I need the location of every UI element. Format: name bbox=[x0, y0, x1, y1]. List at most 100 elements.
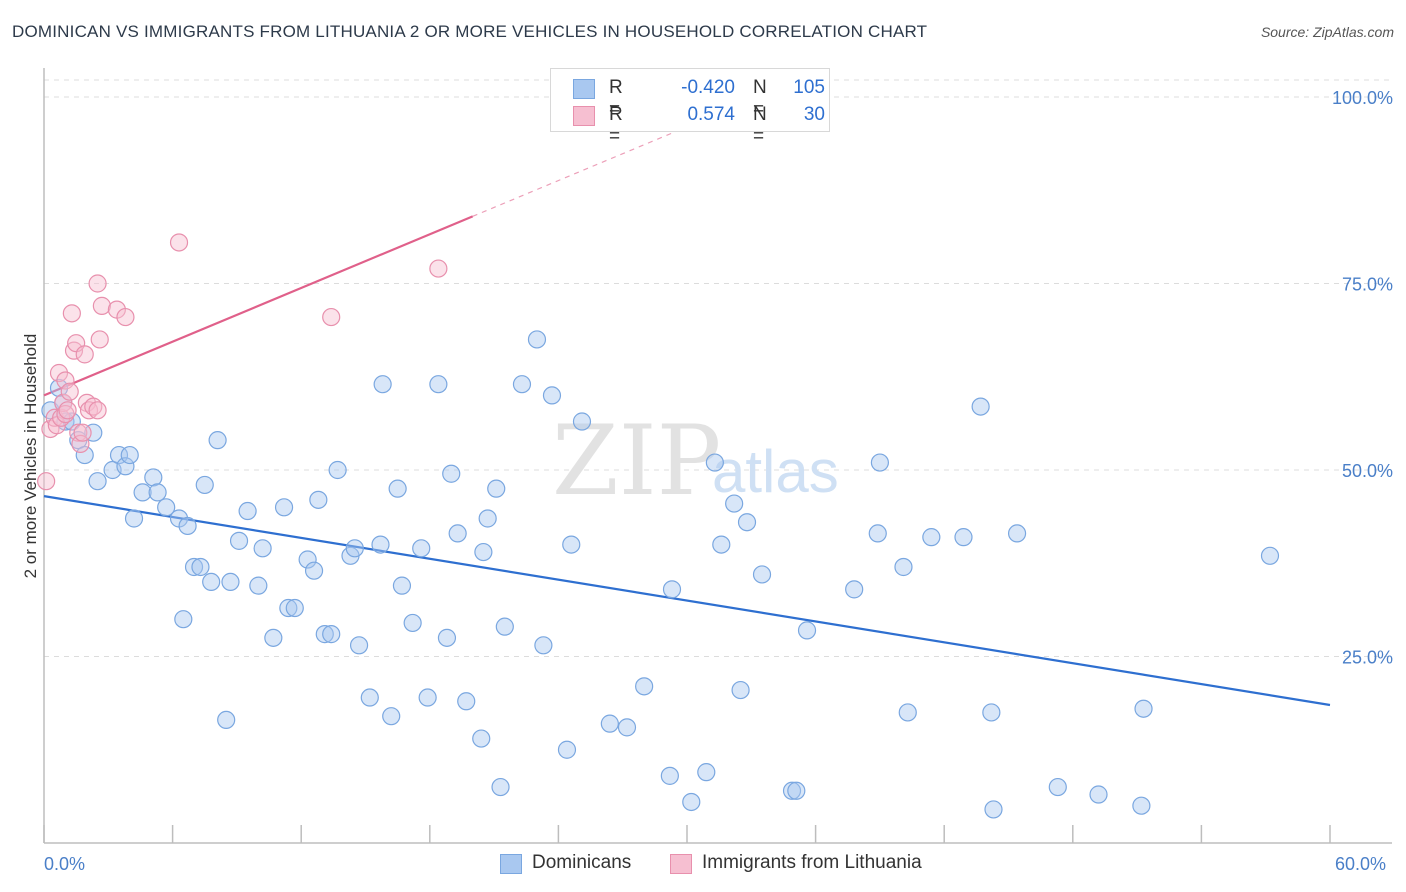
point-dominicans bbox=[418, 688, 437, 707]
point-lithuania bbox=[322, 307, 341, 327]
point-dominicans bbox=[495, 617, 514, 636]
point-dominicans bbox=[392, 576, 412, 595]
point-dominicans bbox=[382, 707, 401, 726]
point-dominicans bbox=[971, 397, 990, 416]
point-dominicans bbox=[725, 494, 744, 513]
point-dominicans bbox=[1048, 777, 1067, 797]
y-tick-label: 75.0% bbox=[1342, 275, 1393, 295]
point-dominicans bbox=[88, 472, 107, 491]
point-dominicans bbox=[474, 542, 493, 562]
point-dominicans bbox=[116, 457, 135, 476]
point-dominicans bbox=[1134, 699, 1153, 718]
point-dominicans bbox=[1260, 546, 1280, 565]
point-dominicans bbox=[542, 386, 562, 405]
trend-lines bbox=[43, 126, 1331, 707]
point-dominicans bbox=[304, 561, 324, 580]
point-dominicans bbox=[922, 528, 941, 547]
point-dominicans bbox=[472, 729, 491, 748]
point-lithuania bbox=[90, 330, 109, 349]
point-dominicans bbox=[264, 628, 283, 647]
point-dominicans bbox=[75, 445, 94, 465]
point-dominicans bbox=[403, 613, 422, 633]
point-dominicans bbox=[249, 576, 268, 595]
point-dominicans bbox=[202, 572, 221, 592]
point-dominicans bbox=[894, 557, 913, 577]
point-dominicans bbox=[448, 524, 467, 543]
point-lithuania bbox=[60, 382, 79, 401]
series-legend: Dominicans Immigrants from Lithuania bbox=[0, 852, 1406, 878]
legend-r-value: -0.420 bbox=[681, 77, 735, 98]
y-axis-label: 2 or more Vehicles in Household bbox=[21, 334, 40, 579]
point-dominicans bbox=[527, 330, 547, 349]
data-points bbox=[37, 233, 1280, 819]
point-lithuania bbox=[69, 423, 88, 442]
point-dominicans bbox=[1007, 524, 1027, 543]
point-dominicans bbox=[662, 580, 682, 599]
point-dominicans bbox=[712, 535, 731, 554]
point-dominicans bbox=[737, 513, 757, 532]
legend-label-lithuania: Immigrants from Lithuania bbox=[702, 852, 922, 873]
point-dominicans bbox=[208, 431, 227, 450]
point-dominicans bbox=[298, 550, 317, 569]
point-dominicans bbox=[429, 375, 448, 394]
point-dominicans bbox=[328, 460, 347, 480]
point-dominicans bbox=[221, 572, 240, 592]
legend-swatch-lithuania bbox=[573, 106, 595, 126]
legend-swatch-dominicans bbox=[573, 79, 595, 99]
legend-swatch-lithuania bbox=[670, 854, 692, 874]
point-dominicans bbox=[682, 792, 701, 812]
point-lithuania bbox=[71, 434, 90, 453]
point-dominicans bbox=[274, 498, 294, 517]
legend-n-value: 105 bbox=[793, 77, 825, 98]
point-dominicans bbox=[782, 781, 802, 800]
point-dominicans bbox=[195, 475, 214, 495]
y-tick-labels: 25.0% 50.0% 75.0% 100.0% bbox=[1332, 88, 1393, 668]
point-dominicans bbox=[285, 598, 304, 618]
chart-source: Source: ZipAtlas.com bbox=[1260, 24, 1394, 40]
trend-line bbox=[43, 495, 1331, 707]
point-dominicans bbox=[982, 703, 1001, 722]
point-dominicans bbox=[124, 509, 144, 528]
point-lithuania bbox=[429, 259, 448, 278]
x-tick-label-max: 60.0% bbox=[1335, 854, 1386, 874]
point-dominicans bbox=[62, 412, 81, 431]
point-dominicans bbox=[253, 539, 272, 558]
point-dominicans bbox=[133, 483, 152, 502]
x-tick-label-min: 0.0% bbox=[44, 854, 85, 874]
point-dominicans bbox=[412, 539, 431, 558]
point-dominicans bbox=[437, 628, 457, 647]
point-dominicans bbox=[797, 621, 817, 640]
axes bbox=[43, 68, 1392, 844]
point-dominicans bbox=[1089, 785, 1108, 804]
point-lithuania bbox=[88, 401, 107, 420]
point-dominicans bbox=[617, 718, 637, 737]
point-dominicans bbox=[279, 598, 298, 618]
point-dominicans bbox=[534, 636, 553, 655]
point-lithuania bbox=[49, 363, 69, 383]
point-dominicans bbox=[178, 516, 197, 536]
point-dominicans bbox=[345, 539, 364, 558]
point-dominicans bbox=[371, 535, 390, 554]
point-dominicans bbox=[660, 766, 679, 785]
point-dominicans bbox=[315, 625, 334, 644]
grid-lines bbox=[44, 79, 1392, 657]
point-lithuania bbox=[58, 401, 77, 420]
point-dominicans bbox=[512, 375, 532, 394]
point-dominicans bbox=[373, 375, 392, 394]
trend-line bbox=[43, 215, 474, 397]
legend-n-value: 30 bbox=[803, 104, 825, 125]
watermark-zip: ZIP bbox=[552, 405, 721, 517]
point-dominicans bbox=[635, 677, 654, 696]
point-dominicans bbox=[229, 531, 249, 550]
point-lithuania bbox=[64, 341, 84, 360]
legend-swatch-dominicans bbox=[500, 854, 522, 874]
point-dominicans bbox=[184, 557, 204, 577]
point-lithuania bbox=[56, 371, 75, 390]
point-dominicans bbox=[984, 800, 1003, 819]
legend-r-label: R = bbox=[609, 104, 623, 147]
point-dominicans bbox=[697, 763, 716, 782]
point-lithuania bbox=[62, 304, 81, 323]
point-lithuania bbox=[75, 345, 94, 364]
point-dominicans bbox=[191, 557, 210, 577]
